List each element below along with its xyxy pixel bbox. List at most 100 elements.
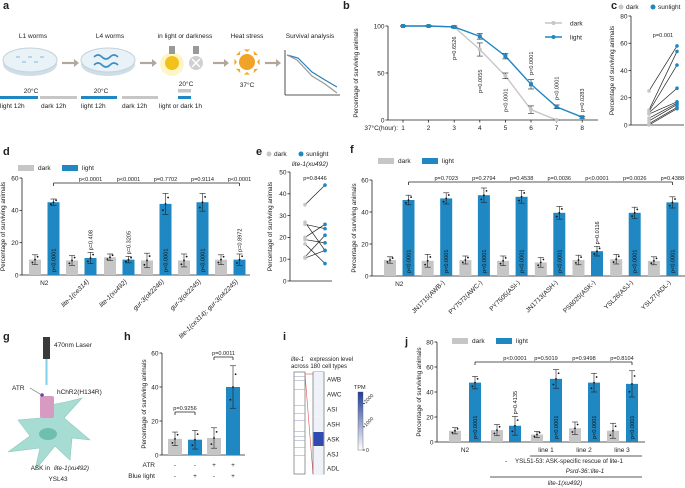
point-light [503,54,508,59]
data-point [538,431,541,434]
comparison-pvalue: p=0.9256 [173,406,197,412]
pvalue-annotation: p<0.0001 [503,88,509,112]
category-label: YSL27(ADL-) [640,279,672,311]
data-point [576,423,579,426]
laser-label: 470nm Laser [54,342,93,349]
y-tick-label: 50 [279,169,287,176]
sun-icon [253,50,259,56]
point-light [554,104,559,109]
data-point [612,429,614,432]
y-tick-label: 50 [377,70,385,77]
timeline-label: dark 12h [41,103,67,110]
comparison-pvalue: p<0.0001 [228,177,252,183]
heatmap-row [294,455,305,456]
data-point [386,261,389,263]
legend-marker [551,21,556,25]
heatmap-row [294,436,305,437]
data-point [55,199,57,202]
y-tick-label: 40 [11,208,19,215]
category-label: YSL26(ASJ-) [603,279,635,311]
legend-label: light [442,158,454,165]
legend-swatch [496,338,512,344]
y-axis-label: Percentage of surviving animals [141,359,148,448]
data-point [542,258,545,261]
data-point [557,372,560,375]
y-tick-label: 20 [361,241,369,248]
y-tick-label: 40 [426,389,434,396]
data-point [653,259,655,262]
data-point [52,201,55,204]
category-label: PY7505(ASI-) [488,279,521,312]
pair-line [648,51,678,111]
legend-swatch [422,158,438,164]
data-point [213,437,215,439]
point-light [580,115,585,120]
step-label: L4 worms [96,33,125,40]
colorbar [357,391,364,451]
data-point [442,200,445,203]
petri-dish-icon [2,47,58,73]
data-point [498,425,501,428]
legend-marker [618,4,624,10]
x-tick-label: 8 [580,125,584,132]
heatmap-cell [313,372,324,386]
x-tick-label: 3 [452,125,456,132]
data-point [143,263,146,266]
comparison-pvalue: p=0.4388 [661,176,685,182]
comparison-pvalue: p=0.4538 [510,176,534,182]
data-point [429,256,432,258]
sun-icon [243,49,251,52]
legend-label: sunlight [306,151,329,158]
timeline-label: light or dark 1h [159,103,202,110]
data-point [615,258,618,261]
arrow-right-icon [74,59,79,67]
pair-line [304,234,326,258]
laser-beam [45,359,48,385]
data-point [109,256,111,259]
y-axis-label: Percentage of surviving animals [416,347,423,436]
category-label: JN1713(ASH-) [525,279,560,314]
row-label: ATR [142,462,155,469]
category-label: PS6025(ASK-) [562,279,597,314]
legend-swatch [62,165,78,171]
x-tick-label: 6 [529,125,533,132]
point-sunlight [323,183,327,187]
data-point [89,257,92,259]
point-sunlight [323,241,327,245]
pair-line [304,243,326,264]
y-tick-label: 0 [381,117,385,124]
comparison-pvalue: p<0.0001 [503,356,527,362]
petri-dish-icon [80,47,136,73]
bar-dark [497,260,510,276]
data-point [655,257,658,260]
data-point [636,208,639,211]
atr-value: + [231,462,235,469]
data-point [574,427,576,430]
point-sunlight [675,49,679,54]
atr-value: + [212,462,216,469]
cell-label: lite-1(xu492) [54,465,89,472]
data-point [523,192,526,194]
data-point [533,435,536,438]
data-point [220,258,222,261]
category-label: line 3 [614,447,630,454]
pair-line [304,250,326,259]
data-point [631,382,633,385]
y-tick-label: 10 [279,257,287,264]
data-point [580,256,582,259]
data-point [146,259,148,262]
bar-pvalue: p=0.0116 [595,221,601,244]
data-point [167,196,170,199]
point-dark [303,202,307,207]
y-tick-label: 40 [279,191,287,198]
bar-pvalue: p<0.0001 [164,249,170,273]
data-point [561,208,563,210]
data-point [222,255,225,258]
data-point [502,259,504,262]
data-point [31,261,34,264]
data-point [410,196,412,199]
bar-pvalue: p=0.8972 [238,228,244,252]
bar [168,438,182,455]
panel-label: i [283,331,286,343]
